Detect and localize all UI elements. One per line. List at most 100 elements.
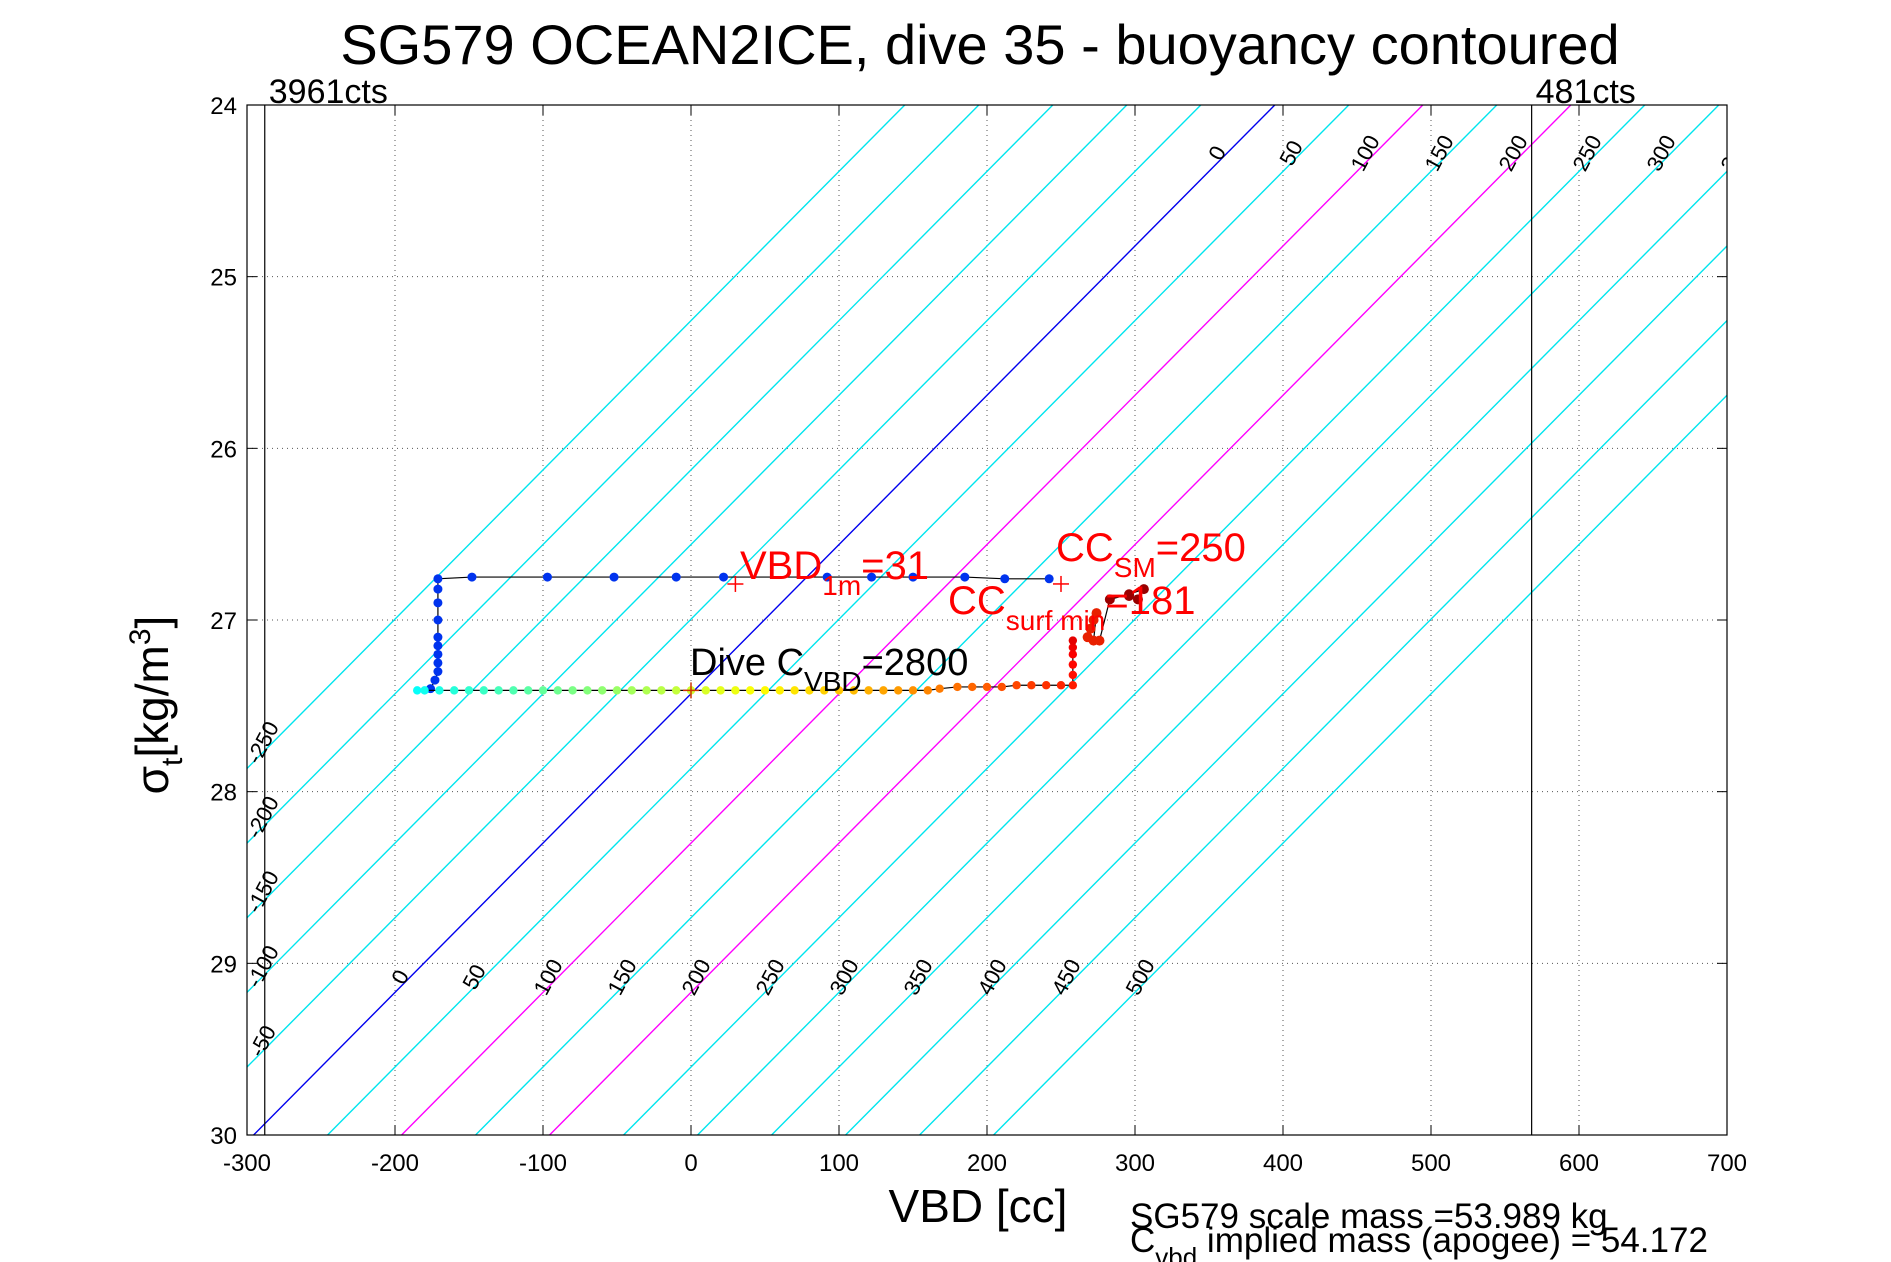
y-tick-label: 24: [210, 93, 237, 120]
ascent-series-point: [908, 686, 918, 695]
ascent-series-point: [968, 682, 977, 692]
footer-implied-mass: Cvbd implied mass (apogee) = 54.172: [1130, 1221, 1708, 1262]
annotation-cc-surf-min-main: CC: [948, 579, 1006, 623]
contour-label-top: 350: [1715, 131, 1754, 175]
chart-title: SG579 OCEAN2ICE, dive 35 - buoyancy cont…: [340, 13, 1619, 76]
ascent-series-point: [553, 686, 562, 695]
y-axis-label-close: ]: [126, 616, 178, 629]
ascent-series-point: [1068, 650, 1078, 659]
buoyancy-contour-line: [993, 394, 1727, 1135]
surface-series-point: [1124, 590, 1135, 601]
ascent-series-point: [509, 686, 518, 695]
buoyancy-contour-line: [771, 170, 1727, 1135]
ascent-series-point: [642, 686, 651, 695]
ascent-series-point: [760, 686, 770, 695]
x-tick-label: 0: [684, 1150, 697, 1177]
ascent-series-point: [894, 686, 903, 695]
x-tick-label: -300: [223, 1150, 271, 1177]
buoyancy-contour-line: [845, 244, 1727, 1135]
descent-series-point: [1000, 574, 1010, 584]
buoyancy-contour-line: [327, 105, 1350, 1135]
ascent-series-point: [1068, 670, 1078, 680]
surface-series-point: [1104, 594, 1115, 605]
descent-series-point: [671, 572, 681, 582]
ascent-series-point: [820, 686, 829, 695]
footer-implied-mass-main: C: [1130, 1221, 1155, 1260]
data-series: [413, 572, 1149, 699]
y-axis-label: σt[kg/m3]: [124, 616, 189, 795]
ascent-series-point: [701, 686, 710, 695]
ascent-series-point: [790, 686, 799, 695]
buoyancy-contour-line: [919, 319, 1727, 1135]
buoyancy-contour-line: [623, 105, 1646, 1135]
annotation-vbd-1m-main: VBD: [740, 544, 822, 588]
ascent-series-point: [450, 686, 459, 695]
buoyancy-contour-line: [253, 105, 1276, 1135]
ascent-series-point: [1042, 681, 1051, 690]
descent-series-point: [609, 572, 619, 582]
footer-implied-mass-sub: vbd: [1155, 1242, 1197, 1262]
ascent-series-point: [568, 686, 577, 695]
descent-series-point: [908, 572, 918, 582]
descent-series-point: [433, 649, 443, 659]
descent-series-point: [433, 667, 443, 676]
annotation-dive-c-vbd-sub: VBD: [804, 666, 862, 697]
y-tick-label: 26: [210, 436, 237, 463]
y-tick-label: 29: [210, 951, 237, 978]
svg-text:σt[kg/m3]: σt[kg/m3]: [124, 616, 189, 795]
ascent-series-point: [1068, 643, 1078, 652]
ascent-series-point: [524, 686, 533, 695]
x-tick-label: 600: [1559, 1150, 1599, 1177]
annotation-cc-sm-main: CC: [1056, 526, 1114, 570]
x-tick-label: -100: [519, 1150, 567, 1177]
ascent-series-point: [435, 686, 444, 695]
x-tick-label: 500: [1411, 1150, 1451, 1177]
footer-scale-mass: SG579 scale mass =53.989 kg: [1130, 1197, 1608, 1236]
ascent-series-point: [627, 686, 636, 695]
ascent-series-point: [538, 686, 548, 695]
descent-series-point: [433, 632, 443, 642]
annotation-dive-c-vbd-value: =2800: [862, 642, 969, 684]
descent-series-point: [433, 615, 443, 625]
ascent-series-point: [1012, 681, 1021, 690]
ascent-series-point: [805, 686, 814, 695]
annotation-cc-surf-min: CCsurf min=181: [948, 579, 1195, 636]
descent-series-point: [542, 572, 552, 582]
descent-series-point: [430, 675, 440, 685]
surface-series-point: [1132, 594, 1143, 605]
ascent-series-point: [464, 686, 474, 695]
annotation-vbd-1m-value: =31: [861, 544, 929, 588]
buoyancy-contour-line: [247, 105, 980, 845]
annotation-cc-surf-min-sub: surf min: [1006, 605, 1106, 636]
ascent-series-point: [935, 684, 944, 693]
surface-series-point: [1094, 635, 1105, 646]
y-tick-label: 28: [210, 780, 237, 807]
descent-series-point: [467, 572, 477, 582]
x-tick-label: -200: [371, 1150, 419, 1177]
x-tick-label: 300: [1115, 1150, 1155, 1177]
y-axis-label-sup: 3: [124, 628, 157, 645]
ascent-series-point: [598, 686, 607, 695]
descent-series-point: [433, 641, 443, 651]
y-tick-label: 25: [210, 265, 237, 292]
buoyancy-contour-line: [247, 105, 1128, 994]
ascent-series-point: [494, 686, 503, 695]
ascent-series-point: [657, 686, 666, 695]
ascent-series-point: [716, 686, 725, 695]
ascent-series-point: [775, 686, 784, 695]
ascent-series-point: [982, 682, 992, 692]
ascent-series-point: [834, 686, 844, 695]
ascent-series-point: [1056, 681, 1066, 690]
surface-series-point: [1091, 608, 1102, 619]
ascent-series-point: [731, 686, 740, 695]
descent-series-point: [719, 572, 729, 582]
descent-series-point: [433, 598, 443, 608]
ascent-series-point: [879, 686, 888, 695]
x-tick-label: 400: [1263, 1150, 1303, 1177]
ascent-series-point: [479, 686, 488, 695]
ascent-series-point: [1027, 681, 1036, 690]
buoyancy-contour-line: [549, 105, 1572, 1135]
x-tick-label: 200: [967, 1150, 1007, 1177]
